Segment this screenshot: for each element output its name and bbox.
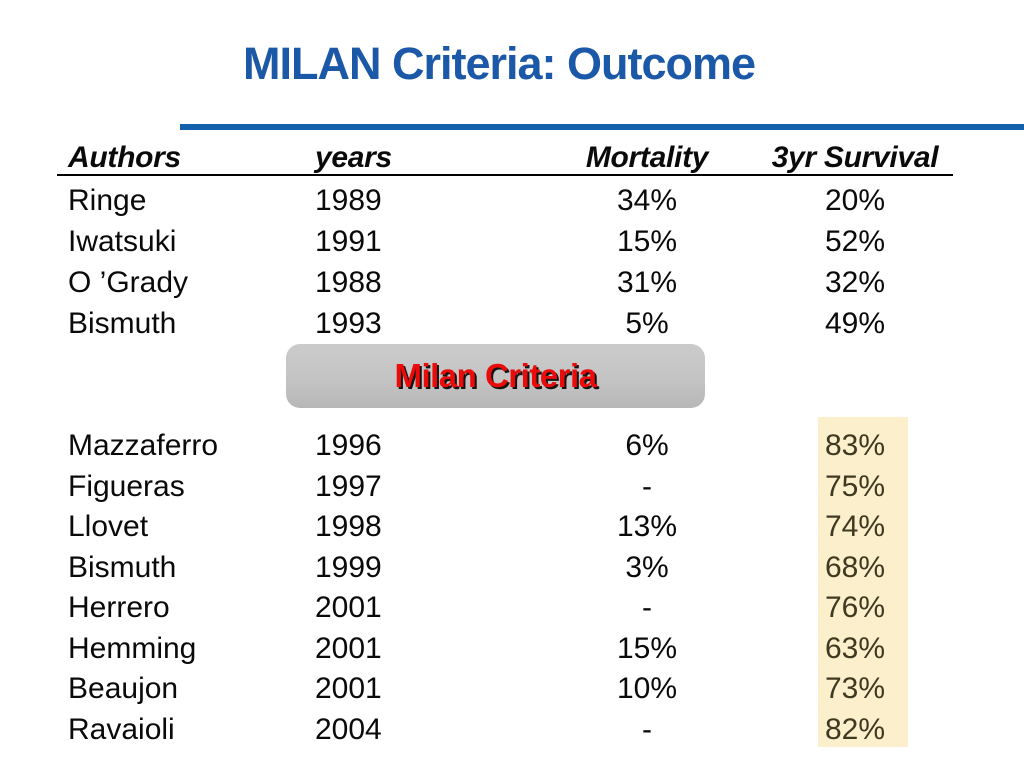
author-cell: Mazzaferro — [68, 429, 219, 463]
table-row: Llovet 1998 13% 74% — [57, 507, 953, 548]
table-row: Ringe 1989 34% 20% — [57, 180, 953, 221]
author-cell: Bismuth — [68, 550, 177, 584]
author-cell: Iwatsuki — [68, 224, 177, 258]
outcome-table: Authors years Mortality 3yr Survival Rin… — [57, 141, 953, 746]
mortality-cell: 34% — [616, 183, 678, 217]
table-row: Hemming 2001 15% 63% — [57, 629, 953, 670]
survival-cell: 68% — [824, 550, 886, 584]
author-cell: Bismuth — [68, 306, 177, 340]
survival-cell: 83% — [824, 429, 886, 463]
survival-cell: 73% — [824, 672, 886, 706]
survival-cell: 63% — [824, 631, 886, 665]
author-cell: Herrero — [68, 591, 170, 625]
mortality-cell: 6% — [625, 429, 669, 463]
year-cell: 2001 — [315, 672, 382, 706]
header-authors: Authors — [68, 141, 181, 174]
table-row: Iwatsuki 1991 15% 52% — [57, 221, 953, 262]
table-row: Bismuth 1999 3% 68% — [57, 548, 953, 589]
survival-highlight-band — [818, 417, 908, 747]
mortality-cell: 15% — [616, 224, 678, 258]
table-row: Beaujon 2001 10% 73% — [57, 669, 953, 710]
author-cell: Ringe — [68, 183, 147, 217]
table-row: Ravaioli 2004 - 82% — [57, 710, 953, 751]
pre-milan-rows: Ringe 1989 34% 20% Iwatsuki 1991 15% 52% O ’Grad… — [57, 180, 953, 344]
header-mortality: Mortality — [585, 141, 709, 174]
survival-cell: 49% — [824, 306, 886, 340]
author-cell: Llovet — [68, 510, 149, 544]
year-cell: 2001 — [315, 591, 382, 625]
slide-title: MILAN Criteria: Outcome — [242, 38, 756, 89]
table-row: Bismuth 1993 5% 49% — [57, 303, 953, 344]
mortality-cell: 15% — [616, 631, 678, 665]
year-cell: 1999 — [315, 550, 382, 584]
survival-cell: 76% — [824, 591, 886, 625]
mortality-cell: 10% — [616, 672, 678, 706]
year-cell: 1988 — [315, 265, 382, 299]
survival-cell: 52% — [824, 224, 886, 258]
mortality-cell: - — [642, 712, 652, 746]
milan-criteria-label: Milan Criteria — [394, 357, 597, 394]
milan-criteria-divider-box: Milan Criteria — [286, 344, 705, 408]
year-cell: 1997 — [315, 469, 382, 503]
table-row: Herrero 2001 - 76% — [57, 588, 953, 629]
author-cell: Beaujon — [68, 672, 179, 706]
mortality-cell: 3% — [625, 550, 669, 584]
survival-cell: 20% — [824, 183, 886, 217]
mortality-cell: 13% — [616, 510, 678, 544]
year-cell: 2001 — [315, 631, 382, 665]
year-cell: 2004 — [315, 712, 382, 746]
year-cell: 1989 — [315, 183, 382, 217]
header-years: years — [315, 141, 392, 174]
survival-cell: 32% — [824, 265, 886, 299]
survival-cell: 74% — [824, 510, 886, 544]
mortality-cell: - — [642, 469, 652, 503]
author-cell: O ’Grady — [68, 265, 189, 299]
year-cell: 1993 — [315, 306, 382, 340]
author-cell: Ravaioli — [68, 712, 175, 746]
author-cell: Figueras — [68, 469, 185, 503]
year-cell: 1991 — [315, 224, 382, 258]
header-survival: 3yr Survival — [771, 141, 939, 174]
mortality-cell: 31% — [616, 265, 678, 299]
author-cell: Hemming — [68, 631, 197, 665]
table-row: Mazzaferro 1996 6% 83% — [57, 426, 953, 467]
year-cell: 1998 — [315, 510, 382, 544]
mortality-cell: 5% — [625, 306, 669, 340]
title-divider-line — [180, 124, 1024, 130]
year-cell: 1996 — [315, 429, 382, 463]
survival-cell: 82% — [824, 712, 886, 746]
table-header-row: Authors years Mortality 3yr Survival — [57, 141, 953, 176]
mortality-cell: - — [642, 591, 652, 625]
survival-cell: 75% — [824, 469, 886, 503]
post-milan-rows: Mazzaferro 1996 6% 83% Figueras 1997 - 75% Llove… — [57, 426, 953, 750]
table-row: O ’Grady 1988 31% 32% — [57, 262, 953, 303]
table-row: Figueras 1997 - 75% — [57, 467, 953, 508]
